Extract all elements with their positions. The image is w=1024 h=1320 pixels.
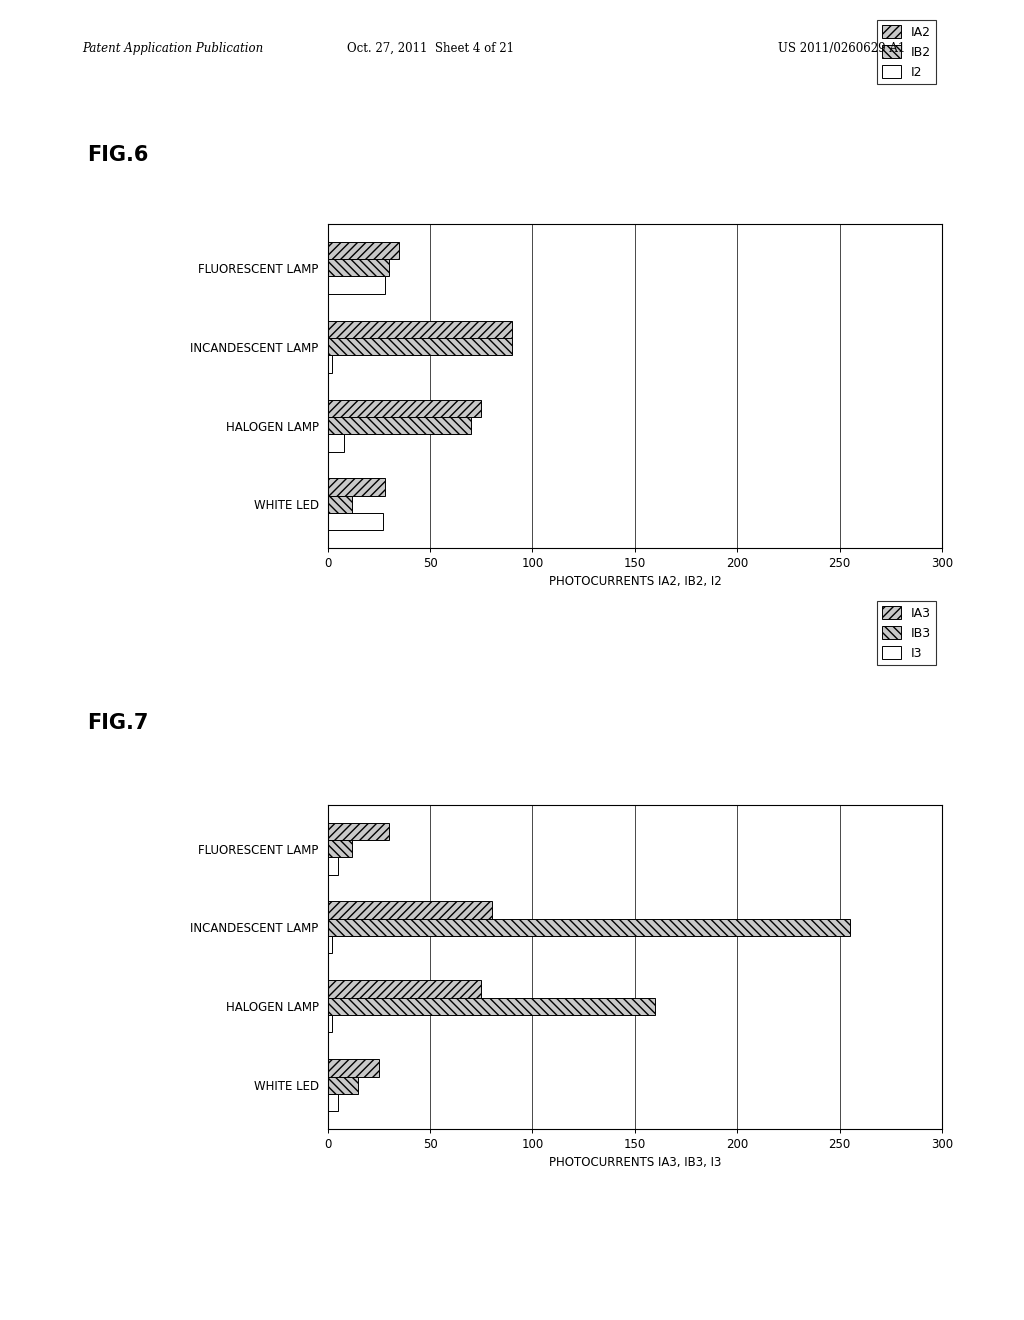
Bar — [328, 840, 352, 857]
Bar — [328, 936, 332, 953]
Bar — [328, 981, 481, 998]
Bar — [328, 496, 352, 513]
Text: Patent Application Publication: Patent Application Publication — [82, 42, 263, 55]
Bar — [328, 822, 389, 840]
Bar — [328, 417, 471, 434]
Bar — [328, 1077, 358, 1094]
Bar — [328, 338, 512, 355]
Text: Oct. 27, 2011  Sheet 4 of 21: Oct. 27, 2011 Sheet 4 of 21 — [346, 42, 514, 55]
Bar — [328, 355, 332, 372]
Bar — [328, 513, 383, 531]
Bar — [328, 321, 512, 338]
Bar — [328, 242, 399, 259]
Bar — [328, 1094, 338, 1111]
X-axis label: PHOTOCURRENTS IA3, IB3, I3: PHOTOCURRENTS IA3, IB3, I3 — [549, 1156, 721, 1170]
Legend: IA2, IB2, I2: IA2, IB2, I2 — [877, 20, 936, 83]
Text: FIG.6: FIG.6 — [87, 145, 148, 165]
Bar — [328, 276, 385, 294]
Bar — [328, 998, 655, 1015]
Bar — [328, 478, 385, 496]
Bar — [328, 434, 344, 451]
Bar — [328, 400, 481, 417]
Bar — [328, 1059, 379, 1077]
X-axis label: PHOTOCURRENTS IA2, IB2, I2: PHOTOCURRENTS IA2, IB2, I2 — [549, 576, 721, 589]
Bar — [328, 919, 850, 936]
Bar — [328, 857, 338, 875]
Bar — [328, 902, 492, 919]
Bar — [328, 1015, 332, 1032]
Text: FIG.7: FIG.7 — [87, 713, 148, 733]
Text: US 2011/0260629 A1: US 2011/0260629 A1 — [778, 42, 905, 55]
Bar — [328, 259, 389, 276]
Legend: IA3, IB3, I3: IA3, IB3, I3 — [877, 601, 936, 664]
